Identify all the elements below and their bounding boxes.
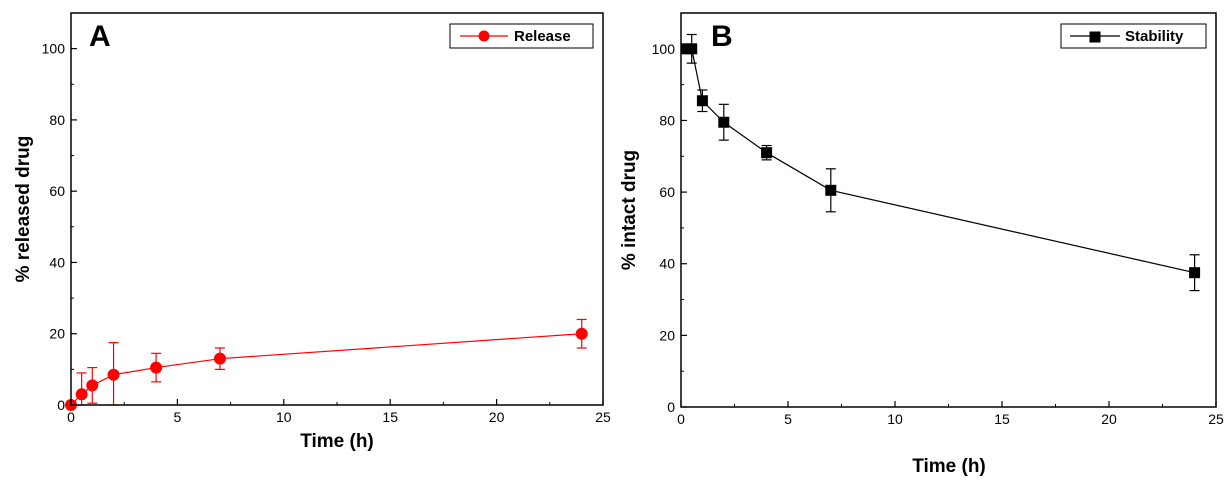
panel-a-plot-frame xyxy=(70,12,604,406)
panel-a-y-tick-label: 100 xyxy=(42,41,66,57)
panel-a-marks: 0 5 10 15 20 25 0 20 40 60 80 100 xyxy=(42,41,611,425)
panel-a-data-point xyxy=(86,379,99,392)
panel-a-y-tick-label: 60 xyxy=(49,183,65,199)
panel-b-legend-marker xyxy=(1089,31,1101,43)
panel-b-y-tick-label: 80 xyxy=(659,112,675,128)
panel-b-data-point xyxy=(825,184,837,196)
panel-b-y-axis-title: % intact drug xyxy=(619,150,640,270)
panel-b-plot-frame xyxy=(680,12,1217,408)
panel-b-data-point xyxy=(718,116,730,128)
panel-a-x-tick-label: 20 xyxy=(489,409,505,425)
panel-b-x-tick-label: 25 xyxy=(1208,411,1224,427)
panel-a-y-tick-label: 0 xyxy=(57,397,65,413)
panel-b-x-tick-label: 15 xyxy=(994,411,1010,427)
panel-a-letter: A xyxy=(89,20,111,53)
panel-b-x-tick-label: 10 xyxy=(887,411,903,427)
panel-a-x-tick-label: 10 xyxy=(276,409,292,425)
panel-a-data-point xyxy=(213,352,226,365)
panel-a-y-tick-label: 20 xyxy=(49,326,65,342)
panel-a-x-axis-title: Time (h) xyxy=(300,431,374,452)
panel-a-y-tick-label: 40 xyxy=(49,254,65,270)
panel-a-data-point xyxy=(575,327,588,340)
panel-b-y-tick-label: 60 xyxy=(659,184,675,200)
panel-b-y-tick-label: 0 xyxy=(667,399,675,415)
panel-a-data-point xyxy=(107,368,120,381)
panel-a-legend-label: Release xyxy=(514,28,571,45)
panel-a-y-axis-title: % released drug xyxy=(13,136,34,283)
panel-a-x-tick-label: 15 xyxy=(382,409,398,425)
panel-a-series-line xyxy=(70,333,582,406)
panel-a-y-tick-label: 80 xyxy=(49,112,65,128)
panel-b-y-tick-label: 40 xyxy=(659,256,675,272)
panel-b-data-point xyxy=(1189,267,1201,279)
panel-a-data-point xyxy=(150,361,163,374)
panel-b-data-point xyxy=(696,95,708,107)
panel-b-legend-label: Stability xyxy=(1125,28,1184,45)
panel-a-x-tick-label: 25 xyxy=(595,409,611,425)
panel-a-x-tick-label: 0 xyxy=(67,409,75,425)
panel-a-legend: Release xyxy=(449,23,594,49)
panel-b-letter: B xyxy=(711,20,733,53)
panel-b-y-tick-label: 100 xyxy=(652,41,676,57)
panel-b-x-tick-label: 5 xyxy=(784,411,792,427)
panel-b-x-tick-label: 0 xyxy=(677,411,685,427)
panel-a-data-point xyxy=(75,388,88,401)
panel-b: 0 5 10 15 20 25 0 20 40 60 80 100 B Time (h) % inta… xyxy=(619,12,1224,477)
panel-b-series-line xyxy=(686,48,1195,274)
panel-a-x-tick-label: 5 xyxy=(174,409,182,425)
panel-b-x-axis-title: Time (h) xyxy=(912,456,986,477)
panel-b-x-tick-label: 20 xyxy=(1101,411,1117,427)
panel-a-legend-marker xyxy=(478,30,490,42)
panel-a: 0 5 10 15 20 25 0 20 40 60 80 100 A Time (h) % rele… xyxy=(13,12,611,452)
panel-b-marks: 0 5 10 15 20 25 0 20 40 60 80 100 xyxy=(652,33,1224,427)
panel-b-legend: Stability xyxy=(1060,23,1207,49)
panel-b-data-point xyxy=(761,147,773,159)
panel-b-data-point xyxy=(686,43,698,55)
panel-b-y-tick-label: 20 xyxy=(659,327,675,343)
